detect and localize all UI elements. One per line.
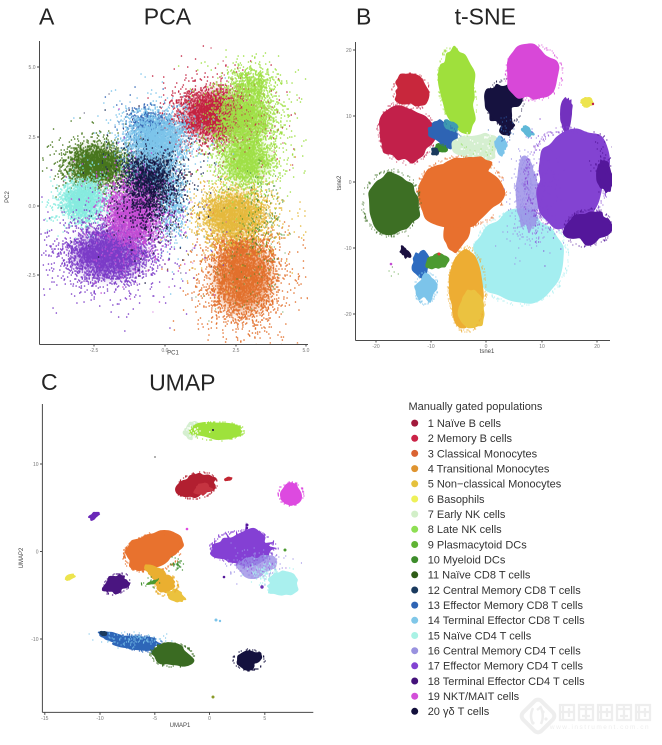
svg-text:13 Effector Memory CD8 T cells: 13 Effector Memory CD8 T cells: [428, 600, 584, 612]
svg-text:PCA: PCA: [144, 3, 192, 29]
svg-text:-10: -10: [31, 637, 38, 643]
svg-text:3 Classical Monocytes: 3 Classical Monocytes: [428, 448, 538, 460]
svg-text:11 Naïve CD8 T cells: 11 Naïve CD8 T cells: [428, 570, 531, 582]
svg-text:0: 0: [36, 549, 39, 555]
svg-text:20 γδ T cells: 20 γδ T cells: [428, 706, 490, 718]
svg-text:-20: -20: [372, 344, 379, 350]
svg-text:20: 20: [594, 344, 600, 350]
svg-text:-10: -10: [96, 716, 103, 722]
svg-text:0: 0: [208, 716, 211, 722]
svg-text:C: C: [41, 369, 58, 395]
svg-text:10: 10: [33, 462, 39, 468]
svg-text:tsne1: tsne1: [480, 349, 495, 355]
svg-text:A: A: [39, 3, 55, 29]
svg-text:9 Plasmacytoid DCs: 9 Plasmacytoid DCs: [428, 539, 528, 551]
svg-text:0: 0: [349, 180, 352, 186]
svg-text:5.0: 5.0: [303, 348, 310, 354]
svg-text:0.0: 0.0: [162, 348, 169, 354]
svg-text:5.0: 5.0: [29, 65, 36, 71]
svg-text:UMAP1: UMAP1: [170, 723, 191, 729]
svg-text:-2.5: -2.5: [90, 348, 99, 354]
svg-text:-10: -10: [344, 246, 351, 252]
svg-text:10: 10: [539, 344, 545, 350]
svg-text:6 Basophils: 6 Basophils: [428, 494, 485, 506]
svg-text:-10: -10: [427, 344, 434, 350]
svg-text:-2.5: -2.5: [27, 273, 36, 279]
svg-text:8 Late NK cells: 8 Late NK cells: [428, 524, 502, 536]
svg-text:20: 20: [346, 48, 352, 54]
svg-text:-5: -5: [153, 716, 158, 722]
svg-text:1 Naïve B cells: 1 Naïve B cells: [428, 418, 502, 430]
svg-text:0.0: 0.0: [29, 204, 36, 210]
svg-text:18 Terminal Effector CD4 T cel: 18 Terminal Effector CD4 T cells: [428, 676, 585, 688]
svg-text:12 Central Memory CD8 T cells: 12 Central Memory CD8 T cells: [428, 585, 582, 597]
svg-text:-15: -15: [41, 716, 48, 722]
svg-text:-20: -20: [344, 312, 351, 318]
svg-text:7 Early NK cells: 7 Early NK cells: [428, 509, 506, 521]
svg-text:14 Terminal Effector CD8 T cel: 14 Terminal Effector CD8 T cells: [428, 615, 585, 627]
svg-text:tsne2: tsne2: [337, 175, 343, 190]
svg-text:UMAP2: UMAP2: [19, 547, 25, 568]
svg-text:5: 5: [263, 716, 266, 722]
svg-text:16 Central Memory CD4 T cells: 16 Central Memory CD4 T cells: [428, 646, 582, 658]
svg-text:5 Non−classical Monocytes: 5 Non−classical Monocytes: [428, 479, 562, 491]
svg-text:15 Naïve CD4 T cells: 15 Naïve CD4 T cells: [428, 630, 532, 642]
svg-text:UMAP: UMAP: [149, 369, 215, 395]
svg-text:4 Transitional Monocytes: 4 Transitional Monocytes: [428, 464, 550, 476]
svg-text:0: 0: [485, 344, 488, 350]
svg-text:19 NKT/MAIT cells: 19 NKT/MAIT cells: [428, 691, 520, 703]
svg-text:B: B: [356, 3, 371, 29]
svg-text:10: 10: [346, 114, 352, 120]
svg-text:t-SNE: t-SNE: [455, 3, 516, 29]
svg-text:www.instrument.com.cn: www.instrument.com.cn: [549, 724, 650, 731]
svg-text:2.5: 2.5: [29, 135, 36, 141]
svg-text:17 Effector Memory CD4 T cells: 17 Effector Memory CD4 T cells: [428, 661, 584, 673]
svg-text:PC1: PC1: [167, 351, 179, 357]
svg-text:2.5: 2.5: [233, 348, 240, 354]
svg-text:PC2: PC2: [5, 191, 11, 203]
svg-text:Manually gated populations: Manually gated populations: [409, 401, 543, 413]
svg-text:2 Memory B cells: 2 Memory B cells: [428, 433, 513, 445]
svg-text:10 Myeloid DCs: 10 Myeloid DCs: [428, 555, 506, 567]
